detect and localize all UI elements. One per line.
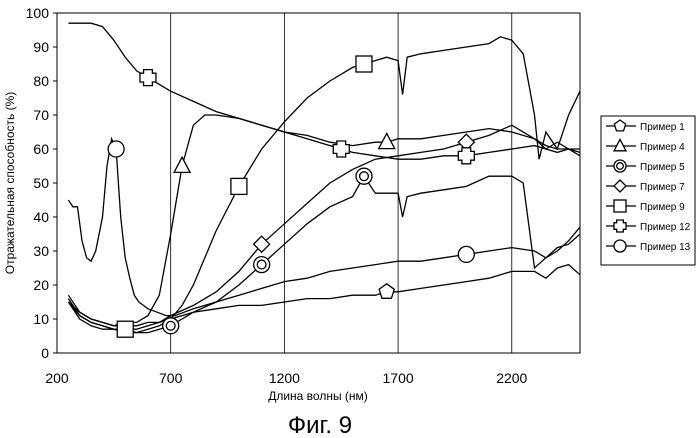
- x-tick-label: 1700: [383, 370, 414, 386]
- data-marker: [356, 56, 372, 72]
- x-tick-label: 2200: [496, 370, 527, 386]
- legend-label: Пример 12: [640, 222, 691, 233]
- data-marker: [356, 168, 372, 184]
- legend-label: Пример 1: [640, 122, 685, 133]
- square-marker-shape: [356, 56, 372, 72]
- legend-marker: [614, 240, 626, 252]
- y-tick-label: 60: [33, 141, 49, 157]
- y-tick-label: 50: [33, 175, 49, 191]
- circle-marker-shape: [458, 246, 474, 262]
- data-marker: [231, 178, 247, 194]
- square-marker-shape: [231, 178, 247, 194]
- circle-marker-shape: [108, 141, 124, 157]
- y-tick-label: 0: [41, 345, 49, 361]
- data-marker: [458, 246, 474, 262]
- legend-label: Пример 5: [640, 162, 685, 173]
- data-marker: [163, 318, 179, 334]
- y-tick-label: 90: [33, 39, 49, 55]
- target-marker-inner: [257, 260, 266, 269]
- data-marker: [117, 321, 133, 337]
- circle-marker-shape: [614, 240, 626, 252]
- plot-area: [57, 13, 580, 353]
- y-tick-label: 20: [33, 277, 49, 293]
- y-tick-label: 70: [33, 107, 49, 123]
- y-tick-label: 80: [33, 73, 49, 89]
- legend-marker: [614, 160, 626, 172]
- legend-label: Пример 4: [640, 142, 685, 153]
- y-ticks: 0 10 20 30 40 50 60 70 80 90 100: [26, 5, 57, 361]
- legend-marker: [614, 200, 626, 212]
- data-marker: [254, 257, 270, 273]
- target-marker-inner: [617, 163, 624, 170]
- square-marker-shape: [117, 321, 133, 337]
- figure-caption: Фиг. 9: [288, 412, 352, 438]
- target-marker-inner: [166, 321, 175, 330]
- legend-label: Пример 13: [640, 242, 691, 253]
- x-ticks: 200 700 1200 1700 2200: [45, 370, 527, 386]
- y-tick-label: 30: [33, 243, 49, 259]
- legend-label: Пример 7: [640, 182, 685, 193]
- x-tick-label: 700: [159, 370, 183, 386]
- y-tick-label: 40: [33, 209, 49, 225]
- legend-label: Пример 9: [640, 202, 685, 213]
- x-axis-label: Длина волны (нм): [268, 389, 368, 403]
- data-marker: [108, 141, 124, 157]
- x-tick-label: 1200: [269, 370, 300, 386]
- y-axis-label: Отражательная способность (%): [3, 92, 17, 275]
- target-marker-inner: [360, 172, 369, 181]
- x-tick-label: 200: [45, 370, 69, 386]
- y-tick-label: 10: [33, 311, 49, 327]
- y-tick-label: 100: [26, 5, 50, 21]
- square-marker-shape: [614, 200, 626, 212]
